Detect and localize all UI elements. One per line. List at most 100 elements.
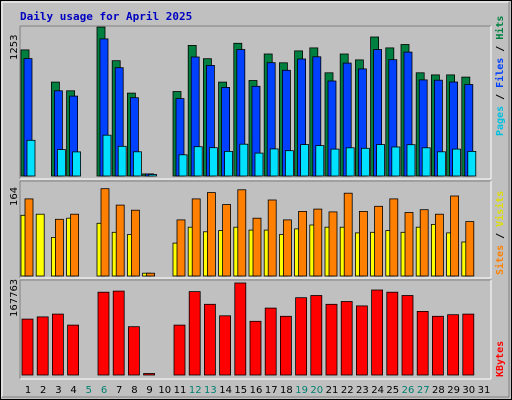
pages-bar-day-9	[148, 174, 158, 177]
pages-bar-day-7	[117, 145, 127, 177]
x-tick-label-24: 24	[371, 385, 384, 396]
pages-bar-day-21	[330, 148, 340, 177]
x-tick-label-16: 16	[250, 385, 263, 396]
top-ymax-label: 1253	[9, 35, 20, 60]
pages-bar-day-25	[391, 146, 401, 177]
pages-bar-day-12	[193, 146, 203, 177]
sites-bar-day-8	[130, 209, 140, 277]
visits-bar-day-2	[35, 213, 45, 277]
pages-bar-day-26	[406, 144, 416, 177]
sites-bar-day-14	[222, 204, 232, 277]
svg-text:Pages / Files / Hits: Pages / Files / Hits	[494, 16, 506, 136]
kbytes-bar-day-30	[462, 313, 475, 376]
sites-bar-day-30	[465, 221, 475, 277]
kbytes-bar-day-14	[219, 315, 232, 376]
x-tick-label-14: 14	[219, 385, 232, 396]
pages-bar-day-20	[315, 145, 325, 177]
x-tick-label-20: 20	[310, 385, 323, 396]
pages-bar-day-27	[421, 147, 431, 177]
pages-bar-day-15	[239, 143, 249, 177]
sites-bar-day-11	[176, 219, 186, 277]
x-tick-label-3: 3	[55, 385, 61, 396]
bars-layer	[20, 26, 477, 376]
x-tick-label-26: 26	[402, 385, 415, 396]
kbytes-bar-day-11	[173, 324, 186, 376]
kbytes-bar-day-13	[203, 303, 216, 376]
legend-sep-3: /	[495, 227, 506, 245]
kbytes-bar-day-16	[249, 320, 262, 376]
sites-bar-day-20	[313, 208, 323, 277]
top-right-legend: Pages / Files / Hits	[494, 16, 506, 136]
x-tick-label-5: 5	[86, 385, 92, 396]
x-tick-label-12: 12	[189, 385, 202, 396]
pages-bar-day-19	[300, 144, 310, 177]
sites-bar-day-3	[55, 218, 64, 277]
pages-bar-day-6	[102, 134, 112, 177]
x-tick-label-13: 13	[204, 385, 217, 396]
kbytes-bar-day-18	[279, 315, 292, 376]
middle-right-legend: Sites / Visits	[494, 191, 506, 275]
kbytes-bar-day-8	[127, 326, 140, 376]
kbytes-bar-day-24	[371, 289, 384, 376]
middle-ymax-label: 164	[9, 187, 20, 206]
pages-bar-day-4	[72, 151, 81, 177]
kbytes-bar-day-25	[386, 291, 399, 376]
x-tick-label-1: 1	[25, 385, 31, 396]
svg-text:KBytes: KBytes	[495, 341, 506, 377]
sites-bar-day-28	[434, 213, 444, 277]
sites-bar-day-26	[404, 212, 414, 277]
sites-bar-day-25	[389, 198, 399, 277]
bottom-right-legend: KBytes	[495, 341, 506, 377]
pages-bar-day-17	[269, 148, 279, 177]
x-tick-label-17: 17	[265, 385, 278, 396]
sites-bar-day-9	[146, 272, 156, 277]
kbytes-bar-day-1	[21, 318, 34, 376]
sites-bar-day-15	[237, 189, 247, 277]
sites-bar-day-27	[419, 209, 429, 277]
sites-bar-day-16	[252, 217, 262, 277]
kbytes-bar-day-9	[143, 373, 156, 376]
x-tick-label-19: 19	[295, 385, 308, 396]
x-tick-label-27: 27	[417, 385, 430, 396]
kbytes-bar-day-2	[36, 316, 49, 376]
pages-bar-day-30	[467, 150, 477, 177]
kbytes-bar-day-6	[97, 291, 110, 376]
x-tick-label-29: 29	[447, 385, 460, 396]
pages-bar-day-23	[360, 147, 370, 177]
legend-hits: Hits	[494, 16, 506, 40]
kbytes-bar-day-7	[112, 290, 125, 376]
pages-bar-day-1	[26, 139, 36, 177]
pages-bar-day-28	[436, 151, 446, 177]
pages-bar-day-13	[208, 147, 218, 177]
pages-bar-day-16	[254, 152, 264, 177]
kbytes-bar-day-29	[447, 314, 460, 376]
kbytes-bar-day-22	[340, 301, 353, 376]
kbytes-bar-day-28	[431, 315, 444, 376]
x-tick-label-21: 21	[326, 385, 339, 396]
x-tick-label-25: 25	[386, 385, 399, 396]
legend-pages: Pages	[495, 106, 506, 136]
pages-bar-day-11	[178, 154, 188, 177]
x-tick-label-31: 31	[478, 385, 491, 396]
legend-visits: Visits	[494, 191, 506, 227]
sites-bar-day-17	[267, 199, 277, 277]
sites-bar-day-19	[298, 210, 308, 277]
pages-bar-day-22	[345, 147, 355, 177]
x-tick-label-4: 4	[70, 385, 76, 396]
x-tick-label-7: 7	[116, 385, 122, 396]
kbytes-bar-day-21	[325, 303, 338, 376]
pages-bar-day-29	[452, 148, 462, 177]
sites-bar-day-12	[191, 198, 201, 277]
x-axis-labels: 1 2 3 4 5 6 7 8 9 10 11 12 13 14 15 16 17 18 19 20 21 22 23 24 2…	[25, 385, 491, 396]
kbytes-bar-day-23	[355, 305, 368, 376]
legend-sep-1: /	[495, 88, 506, 106]
sites-bar-day-1	[24, 198, 34, 277]
legend-files: Files	[494, 58, 506, 88]
kbytes-bar-day-17	[264, 307, 277, 376]
kbytes-bar-day-12	[188, 291, 201, 376]
sites-bar-day-13	[206, 192, 216, 277]
x-tick-label-18: 18	[280, 385, 293, 396]
kbytes-bar-day-4	[67, 324, 79, 376]
sites-bar-day-7	[115, 204, 125, 277]
kbytes-bar-day-26	[401, 295, 414, 376]
